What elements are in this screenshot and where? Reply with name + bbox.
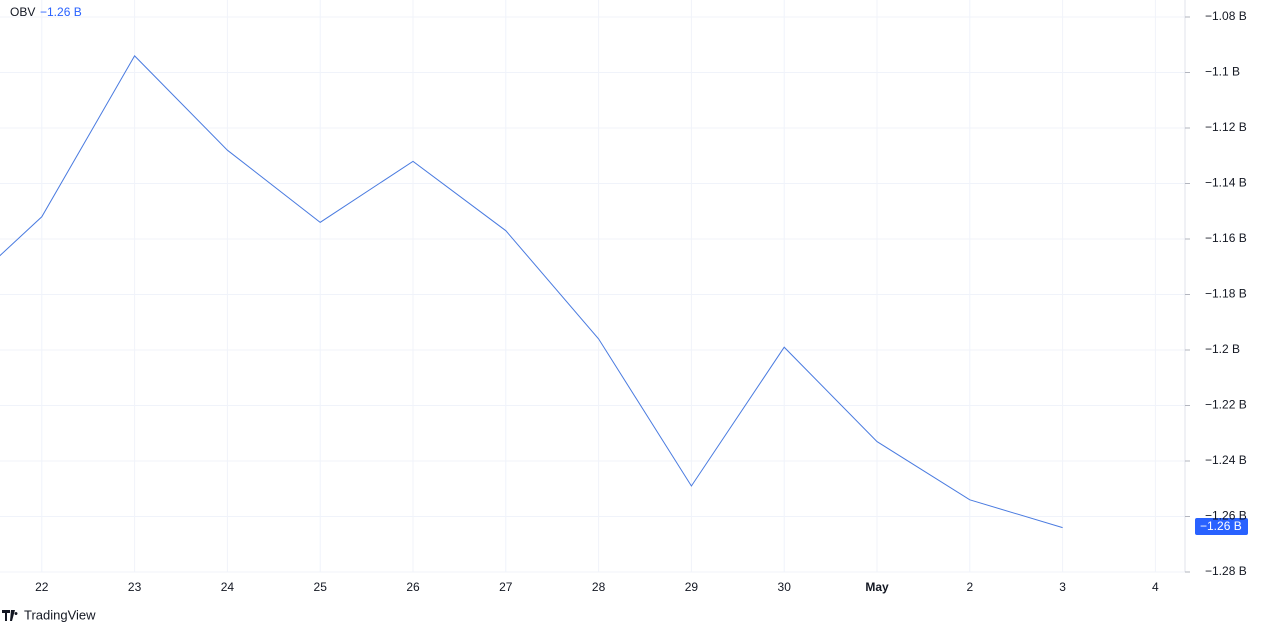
x-tick-label: 28 <box>592 580 606 594</box>
y-tick-label: −1.18 B <box>1205 287 1247 301</box>
x-tick-label: 26 <box>406 580 420 594</box>
y-tick-label: −1.08 B <box>1205 9 1247 23</box>
y-tick-label: −1.26 B <box>1205 509 1247 523</box>
y-tick-label: −1.1 B <box>1205 65 1240 79</box>
y-tick-label: −1.24 B <box>1205 453 1247 467</box>
y-tick-label: −1.12 B <box>1205 120 1247 134</box>
y-tick-label: −1.22 B <box>1205 398 1247 412</box>
x-tick-label: 25 <box>314 580 328 594</box>
y-tick-label: −1.14 B <box>1205 176 1247 190</box>
x-tick-label: 30 <box>778 580 792 594</box>
x-tick-label: 27 <box>499 580 513 594</box>
x-tick-label: 23 <box>128 580 142 594</box>
line-series <box>0 55 1063 529</box>
x-tick-label: 2 <box>966 580 973 594</box>
brand-logo <box>2 610 18 621</box>
legend-name: OBV <box>10 5 35 19</box>
x-tick-label: 3 <box>1059 580 1066 594</box>
x-tick-label: 22 <box>35 580 49 594</box>
x-tick-label: May <box>865 580 889 594</box>
y-tick-label: −1.2 B <box>1205 342 1240 356</box>
x-tick-label: 24 <box>221 580 235 594</box>
last-value-label: −1.26 B <box>1200 519 1242 533</box>
legend-value: −1.26 B <box>40 5 82 19</box>
x-tick-label: 29 <box>685 580 699 594</box>
y-tick-label: −1.28 B <box>1205 564 1247 578</box>
last-value-badge <box>1195 518 1248 535</box>
brand: TradingView <box>24 607 96 622</box>
y-tick-label: −1.16 B <box>1205 231 1247 245</box>
x-tick-label: 4 <box>1152 580 1159 594</box>
